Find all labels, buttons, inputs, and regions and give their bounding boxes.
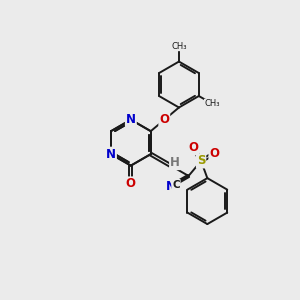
Text: CH₃: CH₃ [171, 42, 187, 51]
Text: H: H [170, 156, 180, 169]
Text: S: S [197, 154, 205, 167]
Text: N: N [126, 113, 136, 126]
Text: C: C [172, 180, 180, 190]
Text: O: O [126, 177, 136, 190]
Text: O: O [159, 113, 169, 126]
Text: CH₃: CH₃ [204, 99, 220, 108]
Text: O: O [209, 147, 219, 160]
Text: O: O [188, 141, 198, 154]
Text: N: N [166, 180, 176, 193]
Text: N: N [106, 148, 116, 160]
